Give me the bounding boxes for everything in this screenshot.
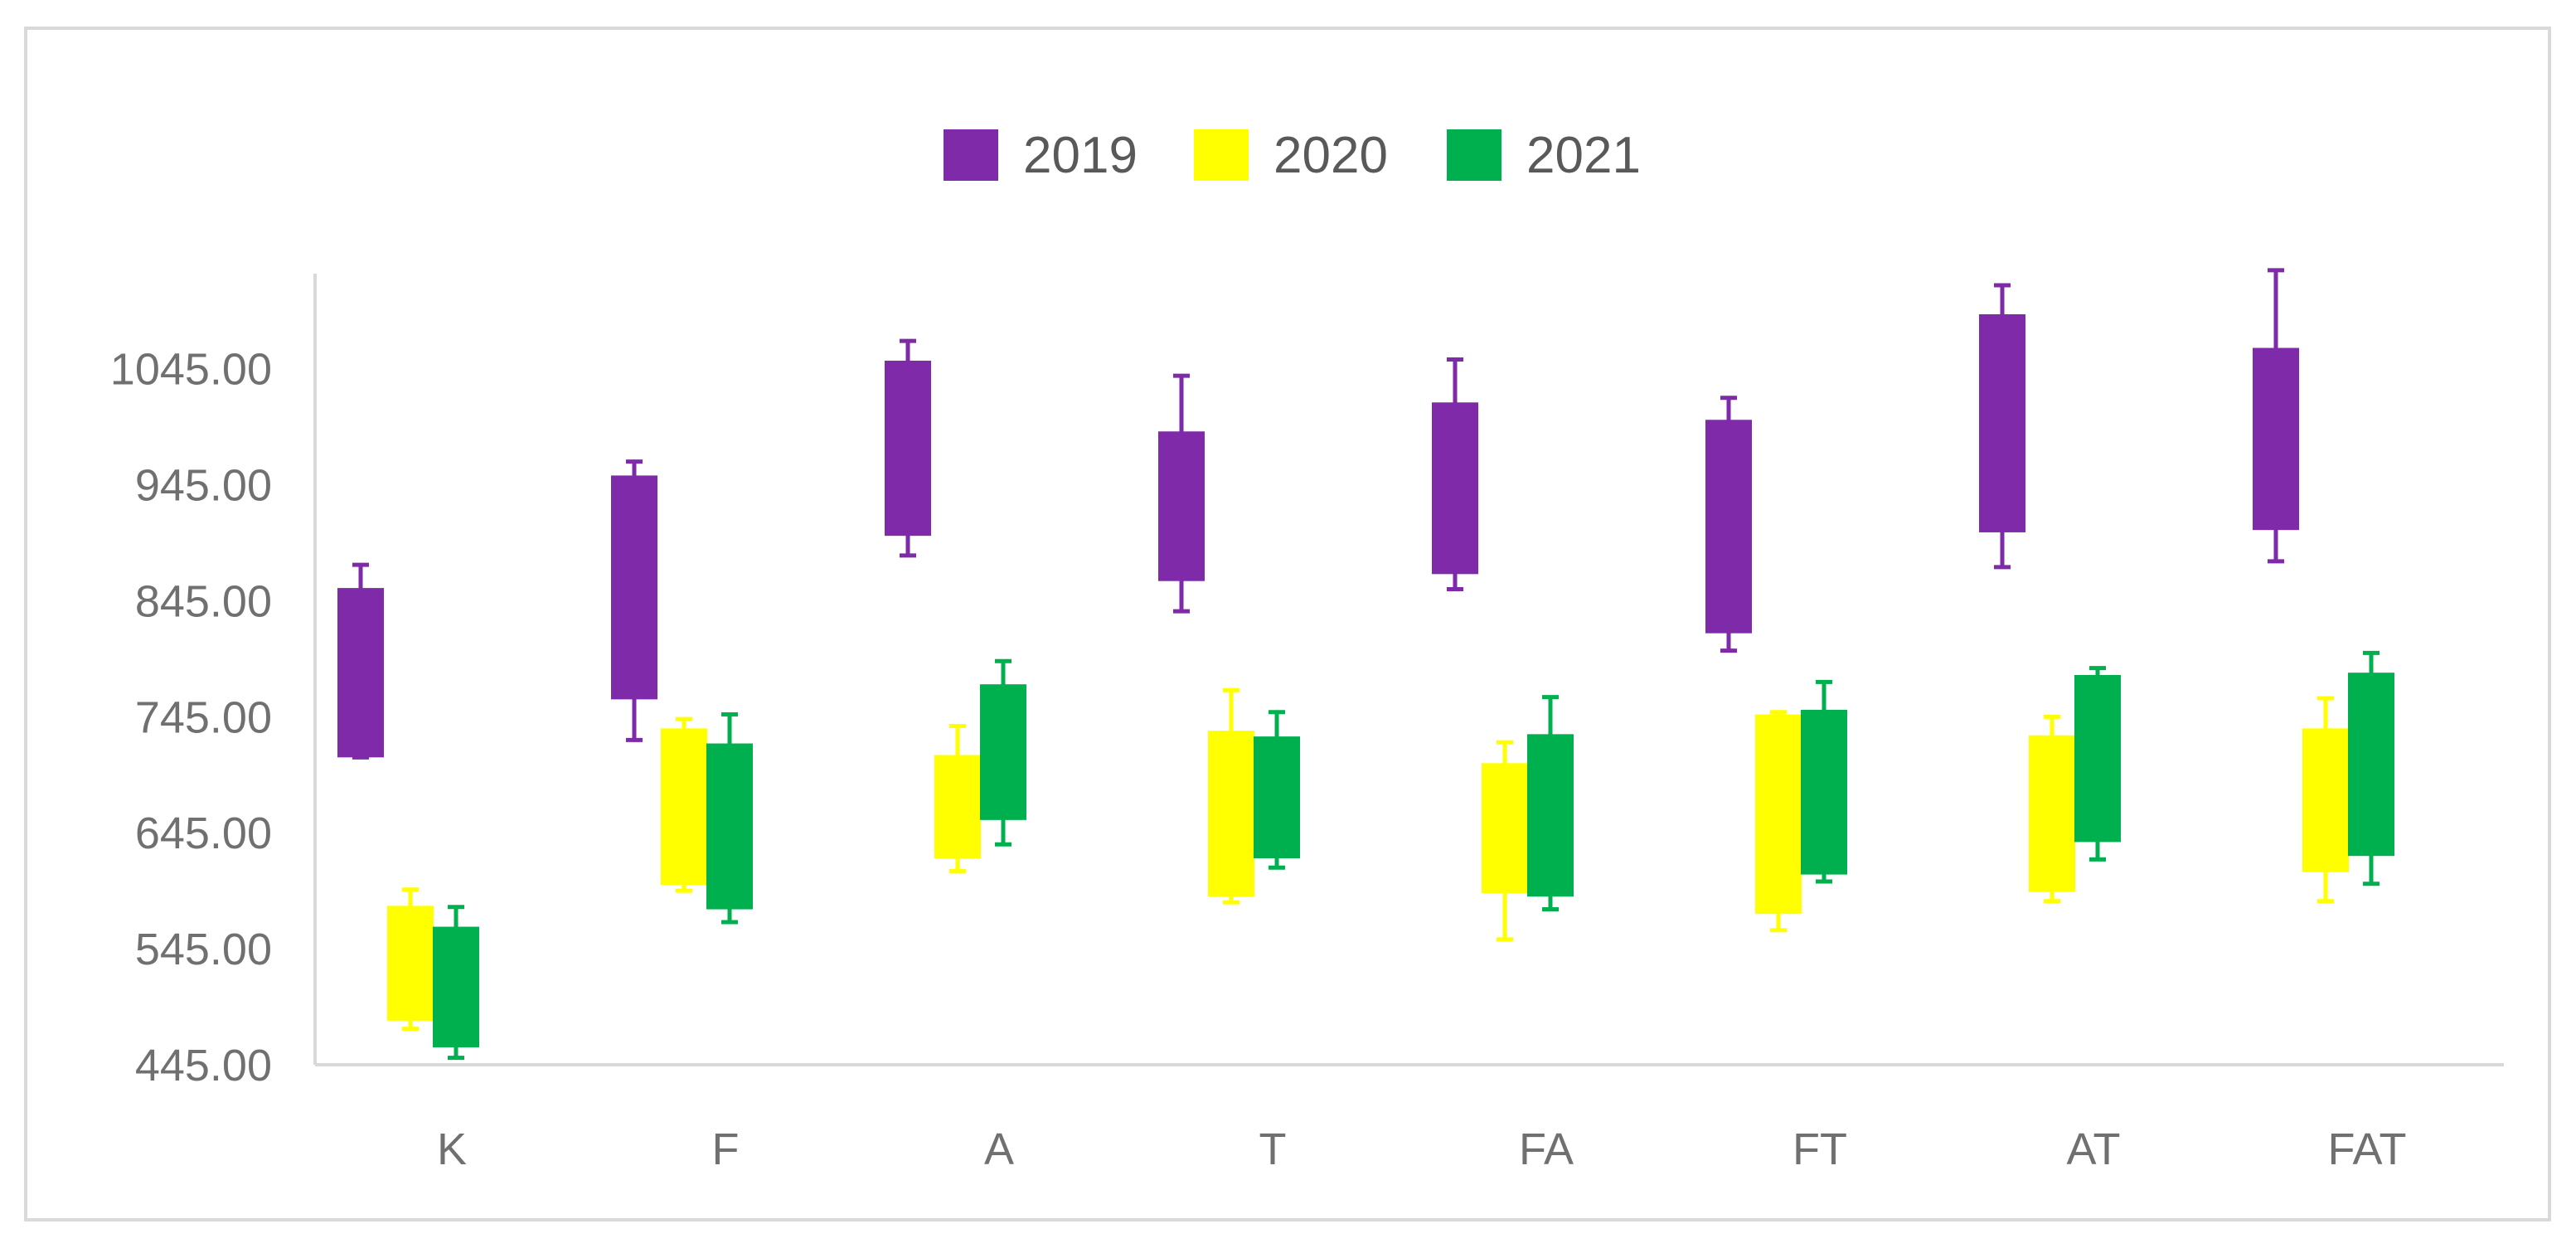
bar-2021-fat	[2348, 673, 2394, 857]
x-tick-label-a: A	[984, 1124, 1014, 1174]
bar-2020-t	[1208, 731, 1254, 897]
legend-item-2019: 2019	[944, 127, 1138, 184]
y-tick-label: 1045.00	[110, 345, 272, 395]
x-tick-label-at: AT	[2067, 1124, 2121, 1174]
bar-2020-fat	[2302, 728, 2349, 872]
bar-2020-ft	[1755, 714, 1802, 915]
bar-2021-fa	[1527, 734, 1574, 897]
bar-2019-a	[885, 360, 931, 537]
bar-2019-f	[611, 475, 657, 700]
legend-item-2020: 2020	[1194, 127, 1388, 184]
y-tick-label: 545.00	[135, 925, 272, 974]
x-tick-label-fat: FAT	[2327, 1124, 2406, 1174]
x-tick-label-f: F	[712, 1124, 740, 1174]
legend-swatch	[1194, 129, 1249, 181]
y-tick-label: 845.00	[135, 576, 272, 626]
bar-2021-f	[706, 743, 753, 910]
y-tick-label: 445.00	[135, 1041, 272, 1090]
series-2019	[337, 268, 2299, 760]
x-tick-label-k: K	[437, 1124, 467, 1174]
bar-2020-fa	[1482, 763, 1528, 893]
series-layer	[337, 268, 2394, 1061]
x-tick-labels: K F A T FA FT AT FAT	[437, 1124, 2407, 1174]
legend-label: 2021	[1526, 127, 1641, 184]
legend-item-2021: 2021	[1447, 127, 1641, 184]
legend: 2019 2020 2021	[944, 127, 1641, 184]
y-tick-label: 745.00	[135, 692, 272, 742]
bar-2019-fat	[2253, 347, 2299, 531]
legend-label: 2020	[1273, 127, 1388, 184]
legend-swatch	[944, 129, 998, 181]
legend-label: 2019	[1023, 127, 1138, 184]
x-tick-label-t: T	[1259, 1124, 1287, 1174]
bar-2019-at	[1979, 313, 2025, 532]
bar-2021-k	[433, 926, 479, 1048]
bar-2019-t	[1158, 431, 1205, 581]
bar-2020-f	[661, 728, 707, 886]
bar-2020-k	[387, 906, 434, 1021]
bar-2020-at	[2029, 735, 2075, 892]
bar-2020-a	[934, 755, 981, 859]
bar-2019-fa	[1432, 402, 1478, 575]
bar-2021-t	[1254, 736, 1300, 859]
bar-2019-k	[337, 588, 384, 758]
bar-2021-a	[980, 684, 1026, 820]
bar-2019-ft	[1705, 420, 1752, 634]
x-tick-label-ft: FT	[1793, 1124, 1847, 1174]
series-2020	[387, 687, 2349, 1032]
plot-area: 445.00 545.00 645.00 745.00 845.00 945.00 1045…	[110, 268, 2504, 1174]
x-tick-label-fa: FA	[1519, 1124, 1574, 1174]
y-tick-label: 645.00	[135, 809, 272, 858]
series-2021	[433, 650, 2394, 1061]
y-tick-label: 945.00	[135, 461, 272, 511]
bar-2021-at	[2074, 675, 2121, 843]
bar-2021-ft	[1801, 709, 1847, 875]
legend-swatch	[1447, 129, 1501, 181]
y-tick-labels: 445.00 545.00 645.00 745.00 845.00 945.00 1045…	[110, 345, 272, 1090]
chart-frame	[24, 27, 2551, 1221]
